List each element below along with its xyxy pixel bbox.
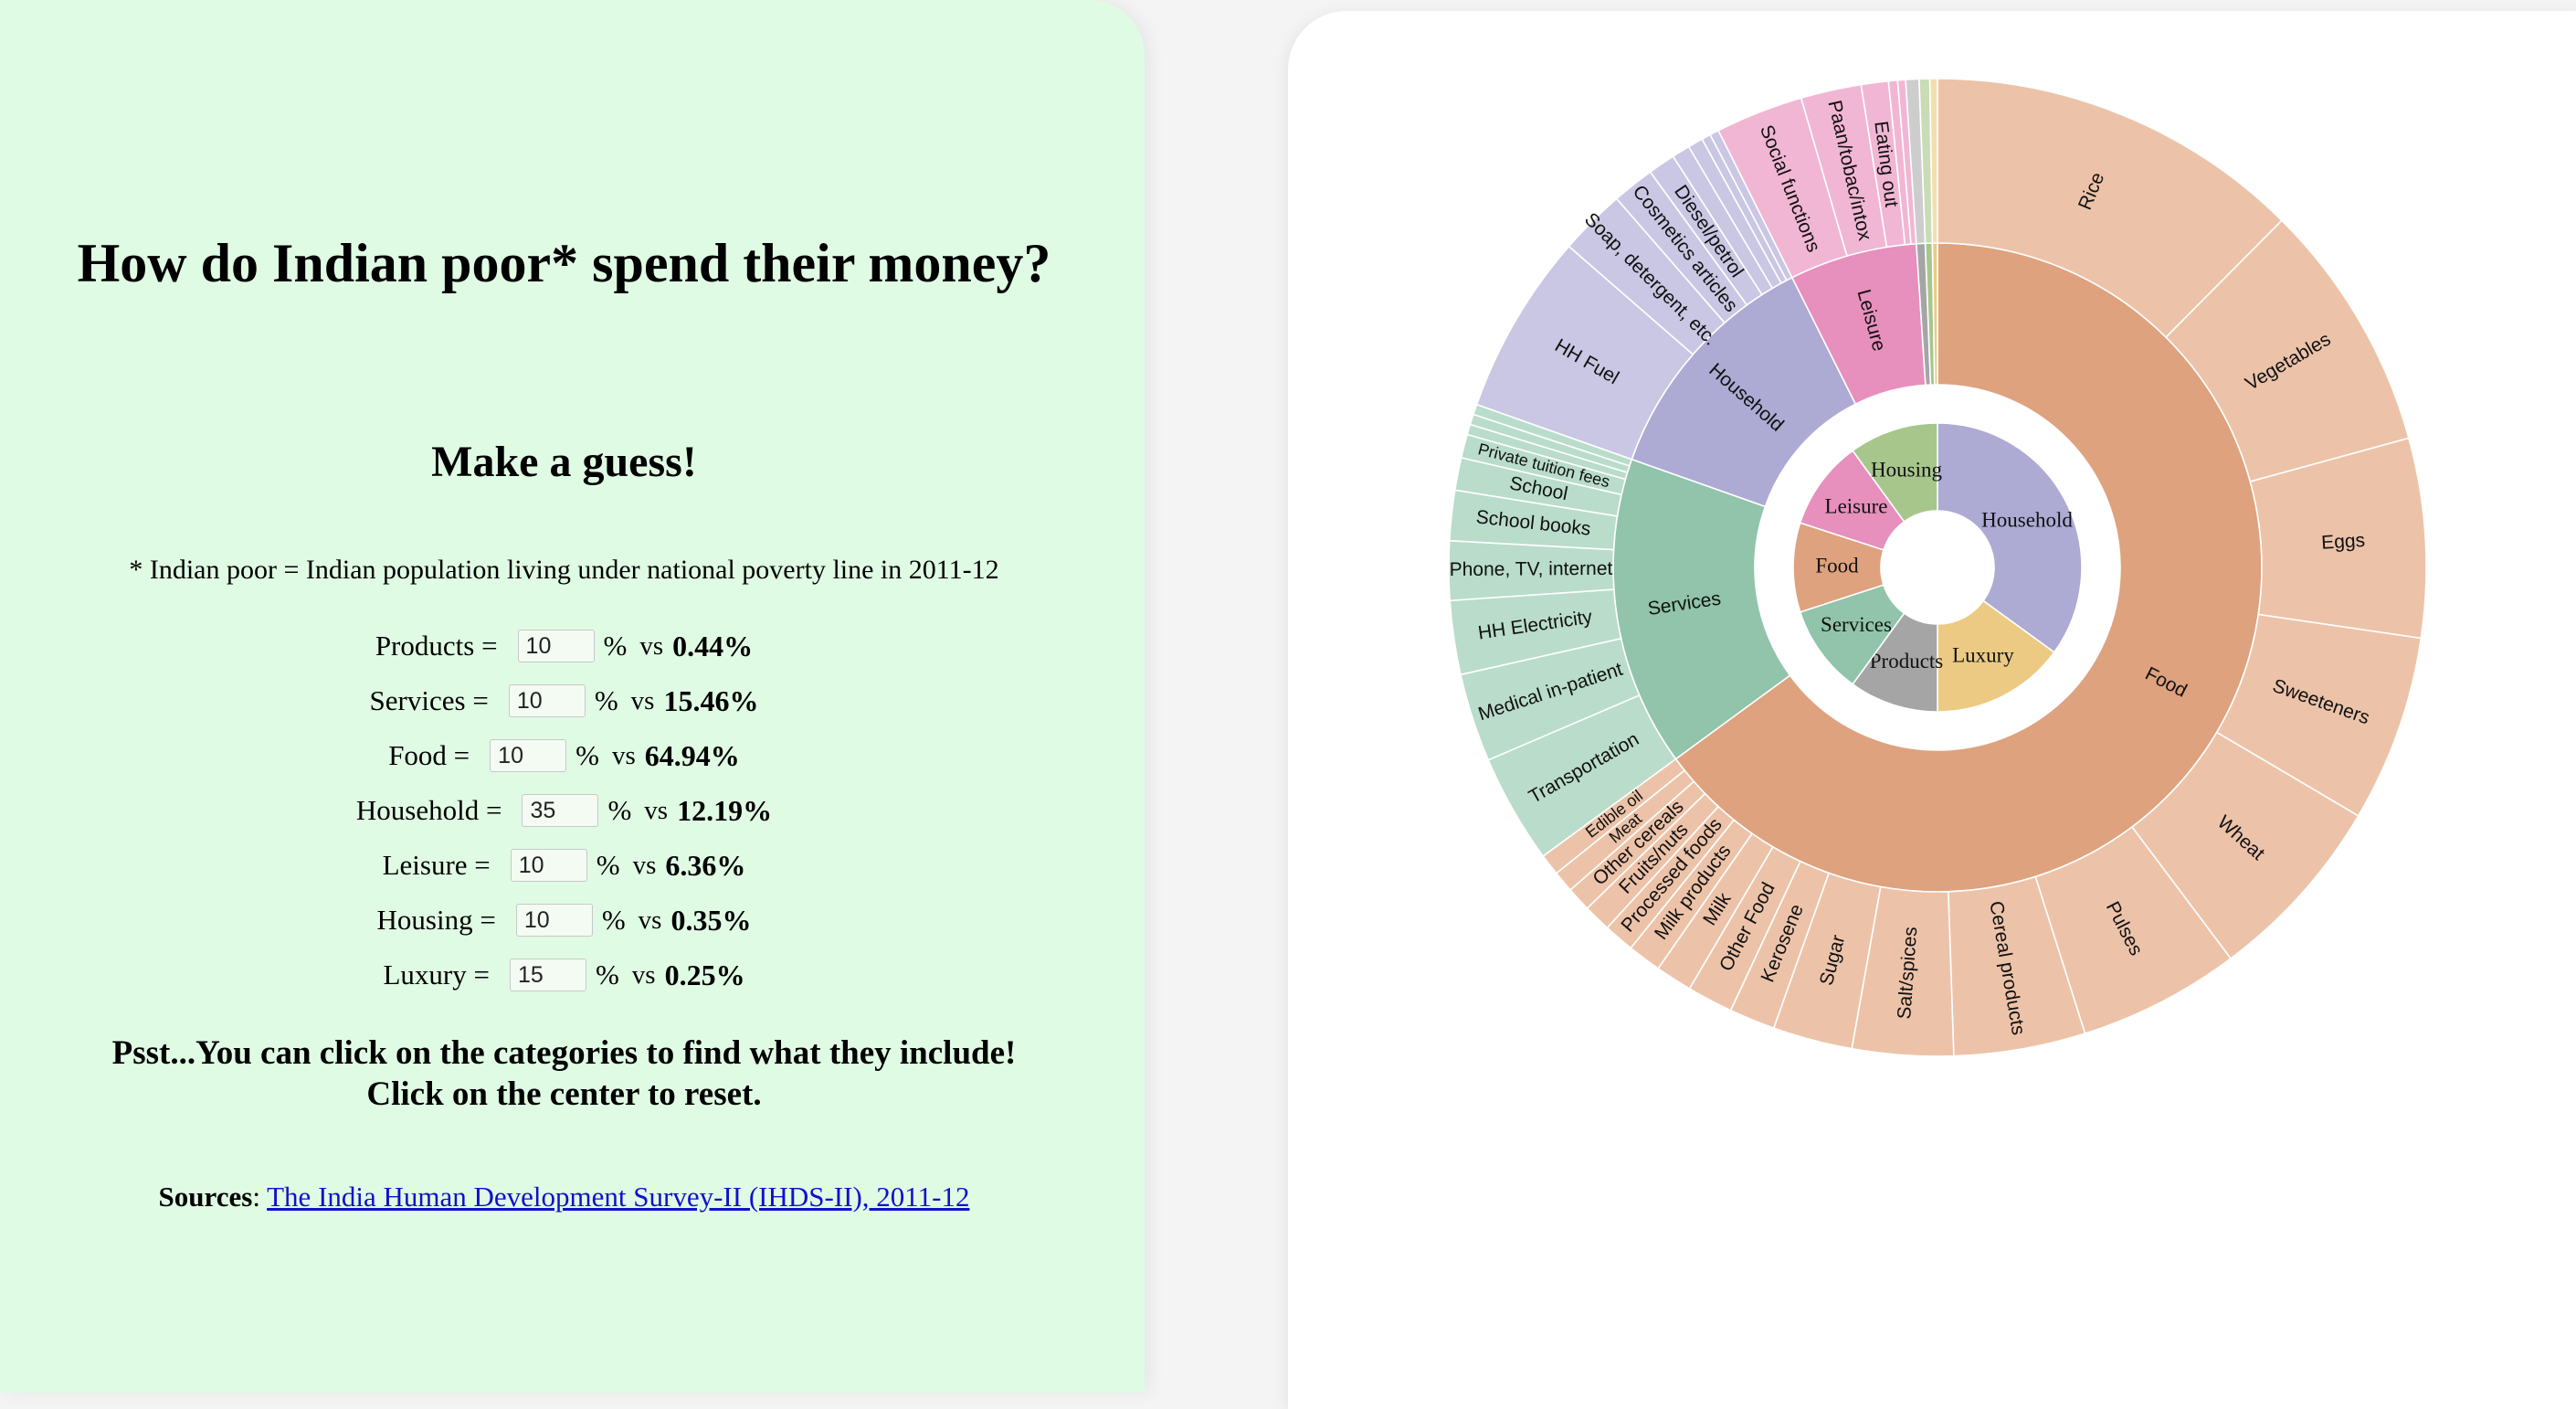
luxury-guess-input[interactable] (509, 959, 586, 991)
guess-label: Food = (388, 739, 470, 771)
guess-row-household: Household = % vs 12.19% (0, 789, 1128, 832)
guess-label: Products = (375, 630, 498, 662)
hint-text: Psst...You can click on the categories t… (0, 1033, 1128, 1115)
guess-label: Services = (369, 684, 489, 716)
percent-sign: % (594, 684, 618, 716)
actual-value: 0.44% (672, 629, 754, 662)
page-title: How do Indian poor* spend their money? (77, 233, 1051, 293)
page-subtitle: Make a guess! (431, 438, 697, 486)
guess-label: Household = (355, 794, 502, 826)
guess-label-products: Products (1870, 650, 1944, 673)
vs-label: vs (638, 905, 662, 935)
vs-label: vs (612, 740, 636, 770)
vs-label: vs (630, 685, 655, 715)
vs-label: vs (632, 850, 657, 880)
guess-label-leisure: Leisure (1825, 495, 1888, 518)
guess-label-household: Household (1981, 508, 2073, 531)
percent-sign: % (603, 630, 628, 662)
sources-link[interactable]: The India Human Development Survey-II (I… (267, 1181, 970, 1213)
percent-sign: % (596, 849, 620, 881)
guess-label-luxury: Luxury (1952, 643, 2014, 666)
guess-label-food: Food (1815, 554, 1859, 577)
reset-center-button[interactable] (1881, 511, 1994, 624)
guess-label-housing: Housing (1871, 459, 1942, 482)
actual-value: 0.25% (664, 958, 745, 991)
guess-row-food: Food = % vs 64.94% (0, 734, 1128, 778)
guess-row-housing: Housing = % vs 0.35% (0, 898, 1128, 942)
subcategory-arc-unlabeled[interactable] (1928, 78, 1938, 244)
housing-guess-input[interactable] (515, 904, 593, 937)
guess-panel: How do Indian poor* spend their money? M… (0, 0, 1145, 1393)
percent-sign: % (601, 904, 626, 936)
guess-arc-luxury[interactable] (1937, 599, 2055, 713)
actual-value: 0.35% (670, 903, 752, 937)
percent-sign: % (607, 794, 632, 826)
vs-label: vs (631, 959, 656, 990)
actual-value: 15.46% (663, 683, 759, 717)
guess-row-services: Services = % vs 15.46% (0, 679, 1128, 723)
hint-line-1: Psst...You can click on the categories t… (111, 1034, 1017, 1072)
vs-label: vs (644, 795, 669, 825)
guess-label-services: Services (1821, 613, 1892, 636)
subcategory-label-phone-tv-internet: Phone, TV, internet (1450, 558, 1613, 580)
guess-row-luxury: Luxury = % vs 0.25% (0, 953, 1128, 997)
actual-value: 12.19% (677, 793, 773, 827)
guess-label: Housing = (376, 904, 496, 936)
hint-line-2: Click on the center to reset. (366, 1075, 762, 1113)
expenditure-sunburst-chart[interactable]: RiceVegetablesEggsSweetenersWheatPulsesC… (1443, 73, 2448, 1078)
percent-sign: % (575, 739, 599, 771)
leisure-guess-input[interactable] (510, 849, 587, 882)
sources-label: Sources (158, 1181, 253, 1213)
guess-row-products: Products = % vs 0.44% (0, 624, 1128, 668)
poverty-note: * Indian poor = Indian population living… (129, 555, 999, 585)
sources-line: Sources: The India Human Development Sur… (158, 1181, 970, 1213)
percent-sign: % (595, 959, 619, 991)
household-guess-input[interactable] (522, 794, 599, 827)
guess-label: Leisure = (382, 849, 491, 881)
actual-value: 64.94% (644, 738, 740, 772)
guess-label: Luxury = (383, 959, 490, 991)
actual-value: 6.36% (665, 848, 746, 882)
vs-label: vs (639, 630, 664, 661)
food-guess-input[interactable] (490, 739, 567, 772)
services-guess-input[interactable] (508, 684, 586, 717)
guess-row-leisure: Leisure = % vs 6.36% (0, 843, 1128, 887)
products-guess-input[interactable] (517, 630, 595, 662)
subcategory-label-eggs: Eggs (2321, 530, 2366, 554)
